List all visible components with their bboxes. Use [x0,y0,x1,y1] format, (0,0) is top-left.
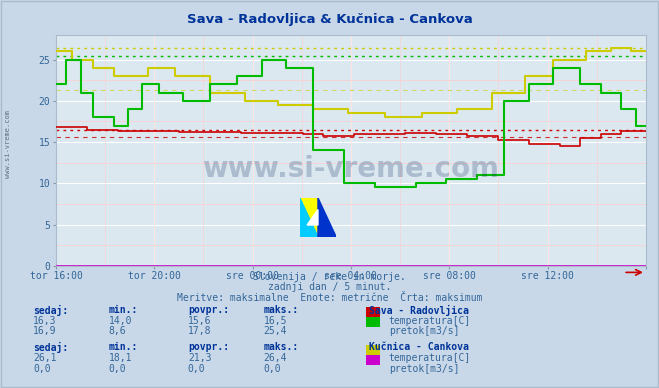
Text: sedaj:: sedaj: [33,342,68,353]
Text: www.si-vreme.com: www.si-vreme.com [202,155,500,183]
Text: 25,4: 25,4 [264,326,287,336]
Text: www.si-vreme.com: www.si-vreme.com [5,109,11,178]
Polygon shape [307,210,318,225]
Text: 18,1: 18,1 [109,353,132,364]
Text: 0,0: 0,0 [33,364,51,374]
Text: 16,3: 16,3 [33,316,57,326]
Text: Sava - Radovljica & Kučnica - Cankova: Sava - Radovljica & Kučnica - Cankova [186,13,473,26]
Text: 26,4: 26,4 [264,353,287,364]
Text: Meritve: maksimalne  Enote: metrične  Črta: maksimum: Meritve: maksimalne Enote: metrične Črta… [177,293,482,303]
Text: min.:: min.: [109,342,138,352]
Text: povpr.:: povpr.: [188,342,229,352]
Text: pretok[m3/s]: pretok[m3/s] [389,326,459,336]
Text: 0,0: 0,0 [188,364,206,374]
Text: povpr.:: povpr.: [188,305,229,315]
Text: 26,1: 26,1 [33,353,57,364]
Text: 14,0: 14,0 [109,316,132,326]
Text: temperatura[C]: temperatura[C] [389,316,471,326]
Text: 8,6: 8,6 [109,326,127,336]
Text: maks.:: maks.: [264,305,299,315]
Text: 15,6: 15,6 [188,316,212,326]
Text: sedaj:: sedaj: [33,305,68,315]
Text: zadnji dan / 5 minut.: zadnji dan / 5 minut. [268,282,391,293]
Text: temperatura[C]: temperatura[C] [389,353,471,364]
Text: 16,5: 16,5 [264,316,287,326]
Text: Slovenija / reke in morje.: Slovenija / reke in morje. [253,272,406,282]
Polygon shape [300,198,318,237]
Polygon shape [318,198,336,237]
Text: pretok[m3/s]: pretok[m3/s] [389,364,459,374]
Text: 17,8: 17,8 [188,326,212,336]
Text: 0,0: 0,0 [109,364,127,374]
Text: 21,3: 21,3 [188,353,212,364]
Text: 0,0: 0,0 [264,364,281,374]
Bar [300,198,318,237]
Text: min.:: min.: [109,305,138,315]
Text: maks.:: maks.: [264,342,299,352]
Text: Sava - Radovljica: Sava - Radovljica [369,305,469,315]
Text: 16,9: 16,9 [33,326,57,336]
Text: Kučnica - Cankova: Kučnica - Cankova [369,342,469,352]
